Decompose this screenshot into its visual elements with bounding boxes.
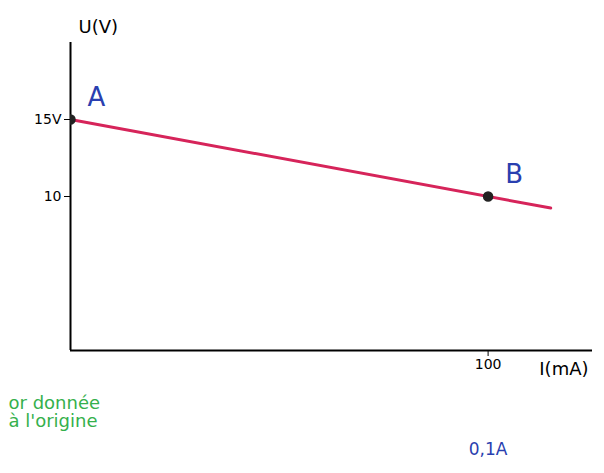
svg-text:15V: 15V bbox=[34, 111, 62, 127]
svg-text:B: B bbox=[505, 159, 523, 189]
svg-text:A: A bbox=[88, 82, 106, 112]
svg-text:U(V): U(V) bbox=[79, 16, 119, 37]
svg-text:I(mA): I(mA) bbox=[539, 358, 588, 379]
svg-text:0,1A: 0,1A bbox=[469, 439, 508, 459]
svg-text:10: 10 bbox=[44, 188, 62, 204]
svg-text:100: 100 bbox=[475, 356, 502, 372]
svg-text:or donnéeà l'origine: or donnéeà l'origine bbox=[9, 392, 101, 431]
